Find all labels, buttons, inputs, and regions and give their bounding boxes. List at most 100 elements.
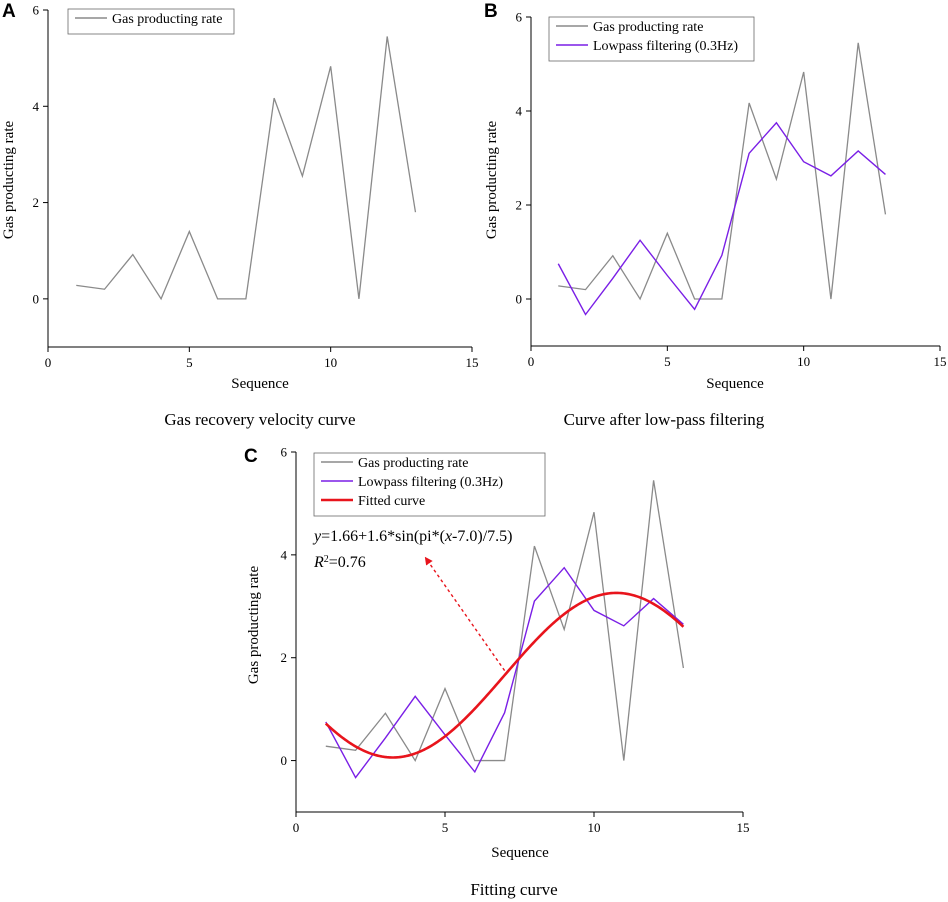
fit-equation-y: y [312,528,322,545]
panel-a-x-tick-label: 10 [324,355,337,370]
panel-b-lowpass-point [666,274,669,277]
panel-b: B 0 5 10 15 0 2 4 6 Gas producting rate Lowpass … [484,1,947,429]
panel-c-lowpass-point [533,600,536,603]
panel-b-y-tick-label: 2 [516,198,523,213]
panel-c-gas-point [503,759,506,762]
panel-b-y-tick-label: 4 [516,104,523,119]
panel-a-gas-point [131,253,134,256]
r-squared-superscript: 2 [324,554,329,565]
panel-c-gas-point [652,479,655,482]
panel-b-y-axis-label: Gas producting rate [484,121,500,240]
panel-c-lowpass-point [593,609,596,612]
panel-b-gas-point [584,288,587,291]
panel-a: A 0 5 10 15 0 2 4 6 Gas producting rate Gas pro… [1,1,479,429]
panel-c-legend-label-gas: Gas producting rate [358,456,468,471]
panel-b-gas-point [639,298,642,301]
panel-c-y-axis-label: Gas producting rate [246,566,262,685]
panel-a-x-axis-label: Sequence [231,376,289,392]
panel-c-lowpass-series-line [325,566,684,779]
panel-a-x-tick-label: 5 [186,355,193,370]
panel-b-x-tick-label: 0 [528,354,535,369]
panel-a-gas-point [329,65,332,68]
panel-c-gas-point [354,749,357,752]
panel-c-legend-box [313,452,546,517]
panel-b-caption: Curve after low-pass filtering [564,410,765,429]
panel-b-gas-point [748,102,751,105]
fit-arrow [424,556,506,671]
fit-equation-x: x [444,528,452,545]
panel-c-lowpass-point [652,597,655,600]
r-squared-value: =0.76 [329,554,366,571]
panel-a-gas-point [386,35,389,38]
r-squared-symbol: R [313,554,324,571]
panel-a-gas-point [75,284,78,287]
panel-b-gas-series-line [558,42,887,301]
panel-c-lowpass-point [563,566,566,569]
panel-a-y-tick-label: 0 [33,291,40,306]
panel-b-lowpass-series-line [557,121,886,316]
fit-equation-body: =1.66+1.6*sin(pi*( [321,528,445,545]
panel-b-gas-point [829,298,832,301]
panel-b-gas-point [884,213,887,216]
panel-c-gas-point [622,759,625,762]
panel-a-gas-point [414,211,417,214]
panel-b-gas-point [611,254,614,257]
panel-c-x-axis-label: Sequence [491,845,549,861]
panel-c-y-tick-label: 2 [281,650,288,665]
panel-c-gas-point [533,545,536,548]
panel-a-letter: A [2,1,16,22]
panel-b-x-tick-label: 5 [664,354,671,369]
panel-c-lowpass-point [622,624,625,627]
panel-c-caption: Fitting curve [470,880,557,899]
panel-b-lowpass-point [720,254,723,257]
panel-b-legend-label-gas: Gas producting rate [593,20,703,35]
panel-b-lowpass-point [584,313,587,316]
panel-c-x-tick-label: 15 [737,820,750,835]
panel-a-y-axis-label: Gas producting rate [1,121,17,240]
panel-c-legend-label-fitted: Fitted curve [358,494,425,509]
panel-c-gas-series-line [325,480,685,762]
panel-c-gas-point [444,687,447,690]
panel-a-legend-label-gas: Gas producting rate [112,12,222,27]
panel-c-gas-point [563,628,566,631]
panel-b-gas-point [693,298,696,301]
panel-c-gas-point [593,511,596,514]
panel-c-lowpass-point [384,736,387,739]
panel-b-lowpass-point [829,174,832,177]
panel-b-lowpass-point [748,152,751,155]
panel-b-lowpass-point [611,277,614,280]
panel-c-fitted-curve-line [324,591,685,759]
panel-c-gas-point [324,745,327,748]
panel-b-lowpass-point [802,160,805,163]
panel-a-gas-point [244,297,247,300]
panel-b-letter: B [484,1,498,22]
panel-c-y-tick-label: 0 [281,753,288,768]
panel-a-legend-box [67,8,235,35]
panel-c-y-tick-label: 6 [281,445,288,460]
panel-a-gas-point [357,297,360,300]
panel-b-y-tick-label: 0 [516,292,523,307]
panel-c-gas-point [682,667,685,670]
panel-a-y-tick-label: 6 [33,3,40,18]
panel-a-x-tick-label: 15 [466,355,479,370]
panel-c-lowpass-point [354,776,357,779]
panel-c-y-tick-label: 4 [281,547,288,562]
panel-b-x-tick-label: 15 [934,354,947,369]
panel-b-lowpass-point [693,308,696,311]
panel-c-gas-point [473,759,476,762]
panel-a-gas-point [160,297,163,300]
panel-b-gas-point [857,41,860,44]
panel-a-y-tick-label: 4 [33,99,40,114]
panel-a-gas-point [103,288,106,291]
fit-r-squared: R2=0.76 [313,554,366,572]
panel-a-gas-point [273,97,276,100]
panel-c-gas-point [414,759,417,762]
panel-a-gas-point [301,175,304,178]
panel-c-lowpass-point [503,711,506,714]
panel-c-legend-label-lowpass: Lowpass filtering (0.3Hz) [358,475,503,490]
panel-b-lowpass-point [557,262,560,265]
panel-b-x-tick-label: 10 [797,354,810,369]
panel-b-gas-point [720,298,723,301]
panel-b-gas-point [666,232,669,235]
